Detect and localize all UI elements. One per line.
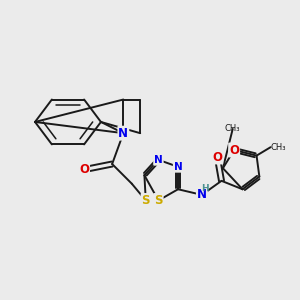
- Text: S: S: [142, 194, 150, 207]
- Text: O: O: [212, 151, 222, 164]
- Text: CH₃: CH₃: [271, 143, 286, 152]
- Text: N: N: [118, 127, 128, 140]
- Text: O: O: [79, 163, 89, 176]
- Text: CH₃: CH₃: [225, 124, 241, 134]
- Text: S: S: [154, 194, 163, 207]
- Text: N: N: [154, 155, 163, 165]
- Text: N: N: [197, 188, 207, 201]
- Text: O: O: [229, 143, 239, 157]
- Text: H: H: [201, 184, 209, 193]
- Text: N: N: [174, 162, 182, 172]
